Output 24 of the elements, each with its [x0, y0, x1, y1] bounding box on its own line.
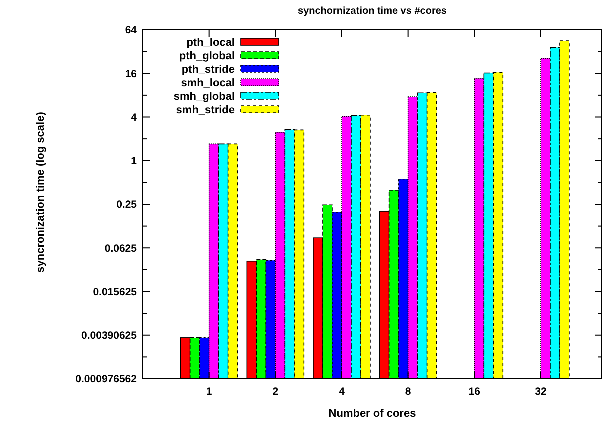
y-axis-title: syncronization time (log scale) [35, 112, 47, 273]
x-axis-title: Number of cores [328, 408, 416, 420]
y-tick-label: 0.000976562 [76, 374, 138, 386]
legend-label: smh_local [181, 77, 235, 90]
y-tick-label: 0.25 [116, 199, 138, 212]
y-tick-label: 1 [131, 156, 138, 168]
legend-label: smh_stride [176, 104, 235, 116]
legend-label: smh_global [174, 90, 235, 103]
legend-label: pth_local [186, 36, 235, 49]
x-tick-label: 4 [339, 386, 346, 398]
y-tick-label: 16 [125, 68, 138, 80]
legend-label: pth_global [179, 50, 235, 62]
x-tick-label: 2 [272, 386, 279, 398]
x-tick-label: 16 [468, 386, 481, 398]
legend-label: pth_stride [182, 64, 235, 76]
y-tick-label: 64 [125, 24, 138, 37]
y-tick-label: 0.0625 [104, 242, 138, 255]
x-tick-label: 32 [535, 386, 547, 398]
x-tick-label: 1 [206, 386, 212, 398]
y-tick-label: 0.015625 [93, 286, 138, 298]
x-tick-label: 8 [405, 386, 412, 398]
y-tick-label: 0.00390625 [82, 330, 138, 342]
y-tick-label: 4 [131, 112, 138, 124]
chart-title: synchornization time vs #cores [298, 6, 448, 17]
